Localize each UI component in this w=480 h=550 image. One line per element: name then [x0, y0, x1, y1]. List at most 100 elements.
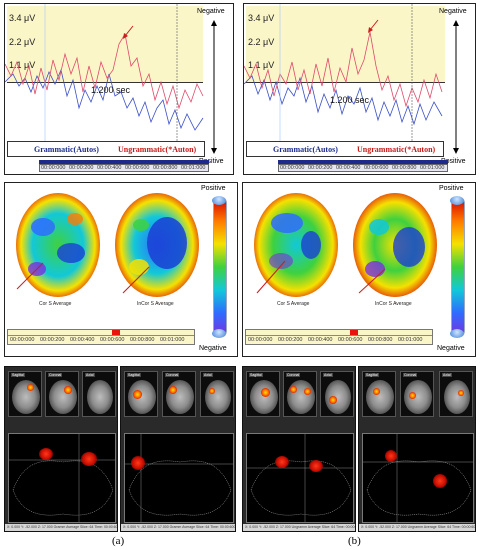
scale-top-knob[interactable]: [212, 196, 226, 205]
slice-tag: Sagittal: [249, 373, 263, 377]
axis-positive-label: Positive: [441, 158, 466, 165]
timeline-position-marker[interactable]: [112, 330, 120, 335]
glass-brain-view[interactable]: [362, 433, 474, 523]
tick-label: 00:00:200: [278, 337, 303, 343]
mri-panel-b1: Sagittal Coronal Axial X: 0.000 Y: -52.0…: [242, 366, 356, 532]
tick-label: 00:00:400: [97, 165, 122, 171]
legend-ungrammatic: Ungrammatic(*Auton): [118, 145, 197, 154]
timeline-bar[interactable]: 00:00:000 00:00:200 00:00:400 00:00:600 …: [278, 160, 448, 172]
scale-positive-label: Positive: [201, 185, 226, 192]
axis-positive-label: Positive: [199, 158, 224, 165]
tick-label: 00:00:800: [130, 337, 155, 343]
axial-slice[interactable]: Axial: [82, 371, 116, 417]
scale-bottom-knob[interactable]: [212, 329, 226, 338]
tick-label: 00:00:600: [364, 165, 389, 171]
coronal-slice[interactable]: Coronal: [400, 371, 434, 417]
topo-timeline-bar[interactable]: 00:00:000 00:00:200 00:00:400 00:00:600 …: [245, 329, 433, 345]
status-bar: X: 0.000 Y: -52.000 Z: 17.000 Ungramm Av…: [359, 524, 475, 531]
tick-label: 00:00:800: [153, 165, 178, 171]
ungrammatic-waveform: [244, 31, 443, 108]
topo-map-incorrect: [353, 193, 437, 297]
time-marker-label: 1.200 sec: [91, 85, 131, 95]
topo-label-correct: Cor S Average: [277, 301, 310, 307]
y-label-2-2: 2.2 μV: [248, 37, 275, 47]
timeline-bar[interactable]: 00:00:000 00:00:200 00:00:400 00:00:600 …: [39, 160, 209, 172]
time-marker-label: 1.200 sec: [330, 95, 370, 105]
glass-brain-view[interactable]: [124, 433, 234, 523]
sagittal-slice[interactable]: Sagittal: [246, 371, 280, 417]
slice-tag: Sagittal: [365, 373, 379, 377]
tick-label: 00:00:400: [336, 165, 361, 171]
tick-label: 00:01:000: [420, 165, 445, 171]
color-scale-bar: [450, 196, 465, 338]
ungrammatic-waveform: [5, 32, 204, 110]
erp-highlight-region: [7, 6, 203, 83]
tick-label: 00:00:200: [40, 337, 65, 343]
topo-map-correct: [16, 193, 100, 297]
legend-grammatic: Grammatic(Autos): [273, 145, 338, 154]
slice-tag: Coronal: [403, 373, 418, 377]
sagittal-slice[interactable]: Sagittal: [362, 371, 396, 417]
tick-label: 00:00:800: [392, 165, 417, 171]
y-label-3-4: 3.4 μV: [248, 13, 275, 23]
topo-label-correct: Cor S Average: [39, 301, 72, 307]
erp-legend: Grammatic(Autos) Ungrammatic(*Auton): [7, 141, 205, 157]
axis-negative-label: Negative: [439, 8, 467, 15]
slice-tag: Axial: [85, 373, 95, 377]
slice-tag: Coronal: [48, 373, 63, 377]
scale-top-knob[interactable]: [450, 196, 464, 205]
axial-slice[interactable]: Axial: [200, 371, 234, 417]
slice-tag: Axial: [323, 373, 333, 377]
glass-brain-view[interactable]: [246, 433, 354, 523]
coronal-slice[interactable]: Coronal: [45, 371, 79, 417]
tick-label: 00:00:600: [100, 337, 125, 343]
caption-b: (b): [348, 535, 361, 547]
tick-label: 00:00:400: [308, 337, 333, 343]
scale-negative-label: Negative: [437, 345, 465, 352]
slice-tag: Sagittal: [11, 373, 25, 377]
slice-tag: Coronal: [165, 373, 180, 377]
coronal-slice[interactable]: Coronal: [162, 371, 196, 417]
tick-label: 00:01:000: [181, 165, 206, 171]
tick-label: 00:01:000: [160, 337, 185, 343]
legend-ungrammatic: Ungrammatic(*Auton): [357, 145, 436, 154]
topo-panel-right: Cor S Average InCor S Average Positive N…: [242, 182, 476, 357]
tick-label: 00:00:000: [41, 165, 66, 171]
sagittal-slice[interactable]: Sagittal: [8, 371, 42, 417]
glass-brain-view[interactable]: [8, 433, 116, 523]
slice-tag: Sagittal: [127, 373, 141, 377]
slice-tag: Axial: [203, 373, 213, 377]
erp-legend: Grammatic(Autos) Ungrammatic(*Auton): [246, 141, 444, 157]
erp-panel-left: 3.4 μV 2.2 μV 1.1 μV 1.200 sec Negative …: [4, 3, 234, 175]
timeline-position-marker[interactable]: [350, 330, 358, 335]
erp-waveforms: [5, 4, 204, 144]
red-arrow: [369, 19, 379, 31]
red-arrow: [16, 262, 44, 290]
sagittal-slice[interactable]: Sagittal: [124, 371, 158, 417]
red-arrow: [124, 25, 134, 37]
scale-bottom-knob[interactable]: [450, 329, 464, 338]
topo-label-incorrect: InCor S Average: [375, 301, 412, 307]
coronal-slice[interactable]: Coronal: [283, 371, 317, 417]
topo-label-incorrect: InCor S Average: [137, 301, 174, 307]
tick-label: 00:00:600: [125, 165, 150, 171]
axial-slice[interactable]: Axial: [320, 371, 354, 417]
slice-tag: Axial: [442, 373, 452, 377]
y-label-1-1: 1.1 μV: [248, 60, 275, 70]
red-arrow: [256, 260, 286, 294]
erp-panel-right: 3.4 μV 2.2 μV 1.1 μV 1.200 sec Negative …: [243, 3, 476, 175]
topo-panel-left: Cor S Average InCor S Average Positive N…: [4, 182, 238, 357]
scale-negative-label: Negative: [199, 345, 227, 352]
tick-label: 00:00:200: [69, 165, 94, 171]
status-bar: X: 0.000 Y: -52.000 Z: 17.000 Gramm Aver…: [121, 524, 235, 531]
axial-slice[interactable]: Axial: [439, 371, 473, 417]
color-scale-bar: [212, 196, 227, 338]
mri-panel-b2: Sagittal Coronal Axial X: 0.000 Y: -52.0…: [358, 366, 476, 532]
red-arrow: [358, 268, 386, 294]
topo-timeline-bar[interactable]: 00:00:000 00:00:200 00:00:400 00:00:600 …: [7, 329, 195, 345]
slice-tag: Coronal: [286, 373, 301, 377]
mri-panel-a1: Sagittal Coronal Axial X: 0.000 Y: -52.0…: [4, 366, 118, 532]
topo-map-correct: [254, 193, 338, 297]
vertical-axis: Negative Positive: [439, 8, 467, 168]
vertical-axis: Negative Positive: [197, 8, 225, 168]
